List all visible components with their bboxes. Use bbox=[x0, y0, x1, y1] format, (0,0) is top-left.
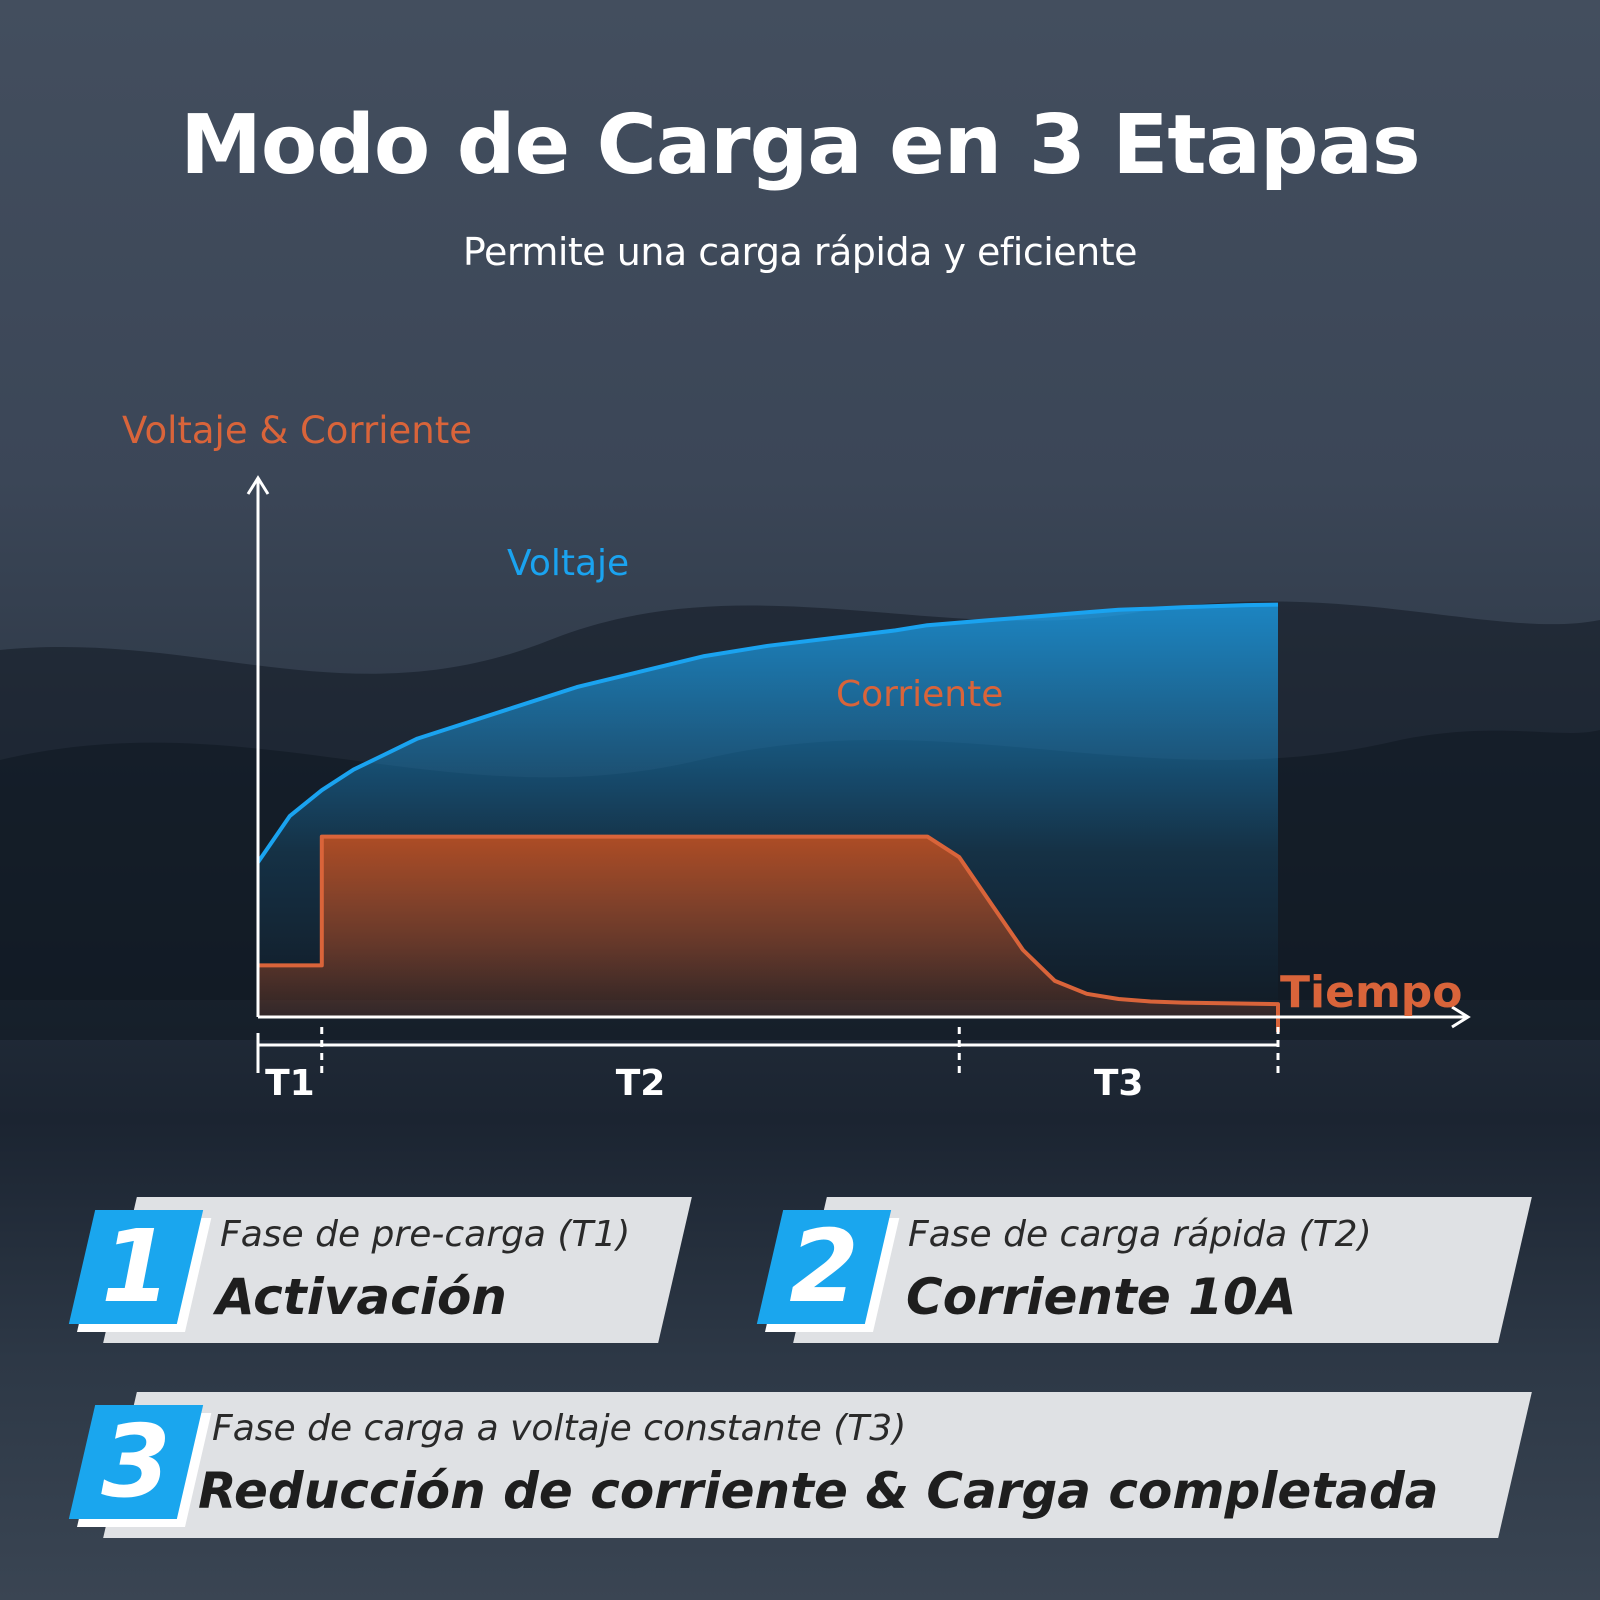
plot-area bbox=[246, 475, 1471, 1033]
stage-3-title: Reducción de corriente & Carga completad… bbox=[198, 1462, 1439, 1520]
voltaje-line bbox=[256, 602, 1279, 864]
y-axis-label: Voltaje & Corriente bbox=[122, 409, 472, 452]
phase-label-t1: T1 bbox=[265, 1063, 315, 1104]
stage-1-subtitle: Fase de pre-carga (T1) bbox=[220, 1214, 631, 1255]
x-axis-label: Tiempo bbox=[1280, 967, 1463, 1018]
x-axis-arrow bbox=[1451, 1005, 1471, 1029]
legend-corriente: Corriente bbox=[836, 674, 1003, 715]
phase-label-t3: T3 bbox=[1094, 1063, 1144, 1104]
stage-3-number: 3 bbox=[101, 1403, 171, 1520]
stage-2-title: Corriente 10A bbox=[906, 1268, 1297, 1326]
y-axis-arrow bbox=[246, 475, 270, 495]
stage-1-number: 1 bbox=[101, 1208, 171, 1325]
stage-3-subtitle: Fase de carga a voltaje constante (T3) bbox=[212, 1408, 907, 1449]
page-title: Modo de Carga en 3 Etapas bbox=[180, 98, 1420, 193]
legend-voltaje: Voltaje bbox=[507, 543, 629, 584]
stage-2-subtitle: Fase de carga rápida (T2) bbox=[908, 1214, 1372, 1255]
charging-chart: Voltaje & Corriente Tiempo Voltaje Corri… bbox=[0, 409, 1600, 1104]
phase-markers: T1 T2 T3 bbox=[256, 1027, 1280, 1104]
stage-1-title: Activación bbox=[216, 1268, 507, 1326]
corriente-area bbox=[258, 836, 1278, 1017]
page-subtitle: Permite una carga rápida y eficiente bbox=[462, 230, 1138, 274]
phase-label-t2: T2 bbox=[616, 1063, 666, 1104]
stage-2-number: 2 bbox=[789, 1208, 859, 1325]
corriente-line bbox=[258, 834, 1280, 1033]
